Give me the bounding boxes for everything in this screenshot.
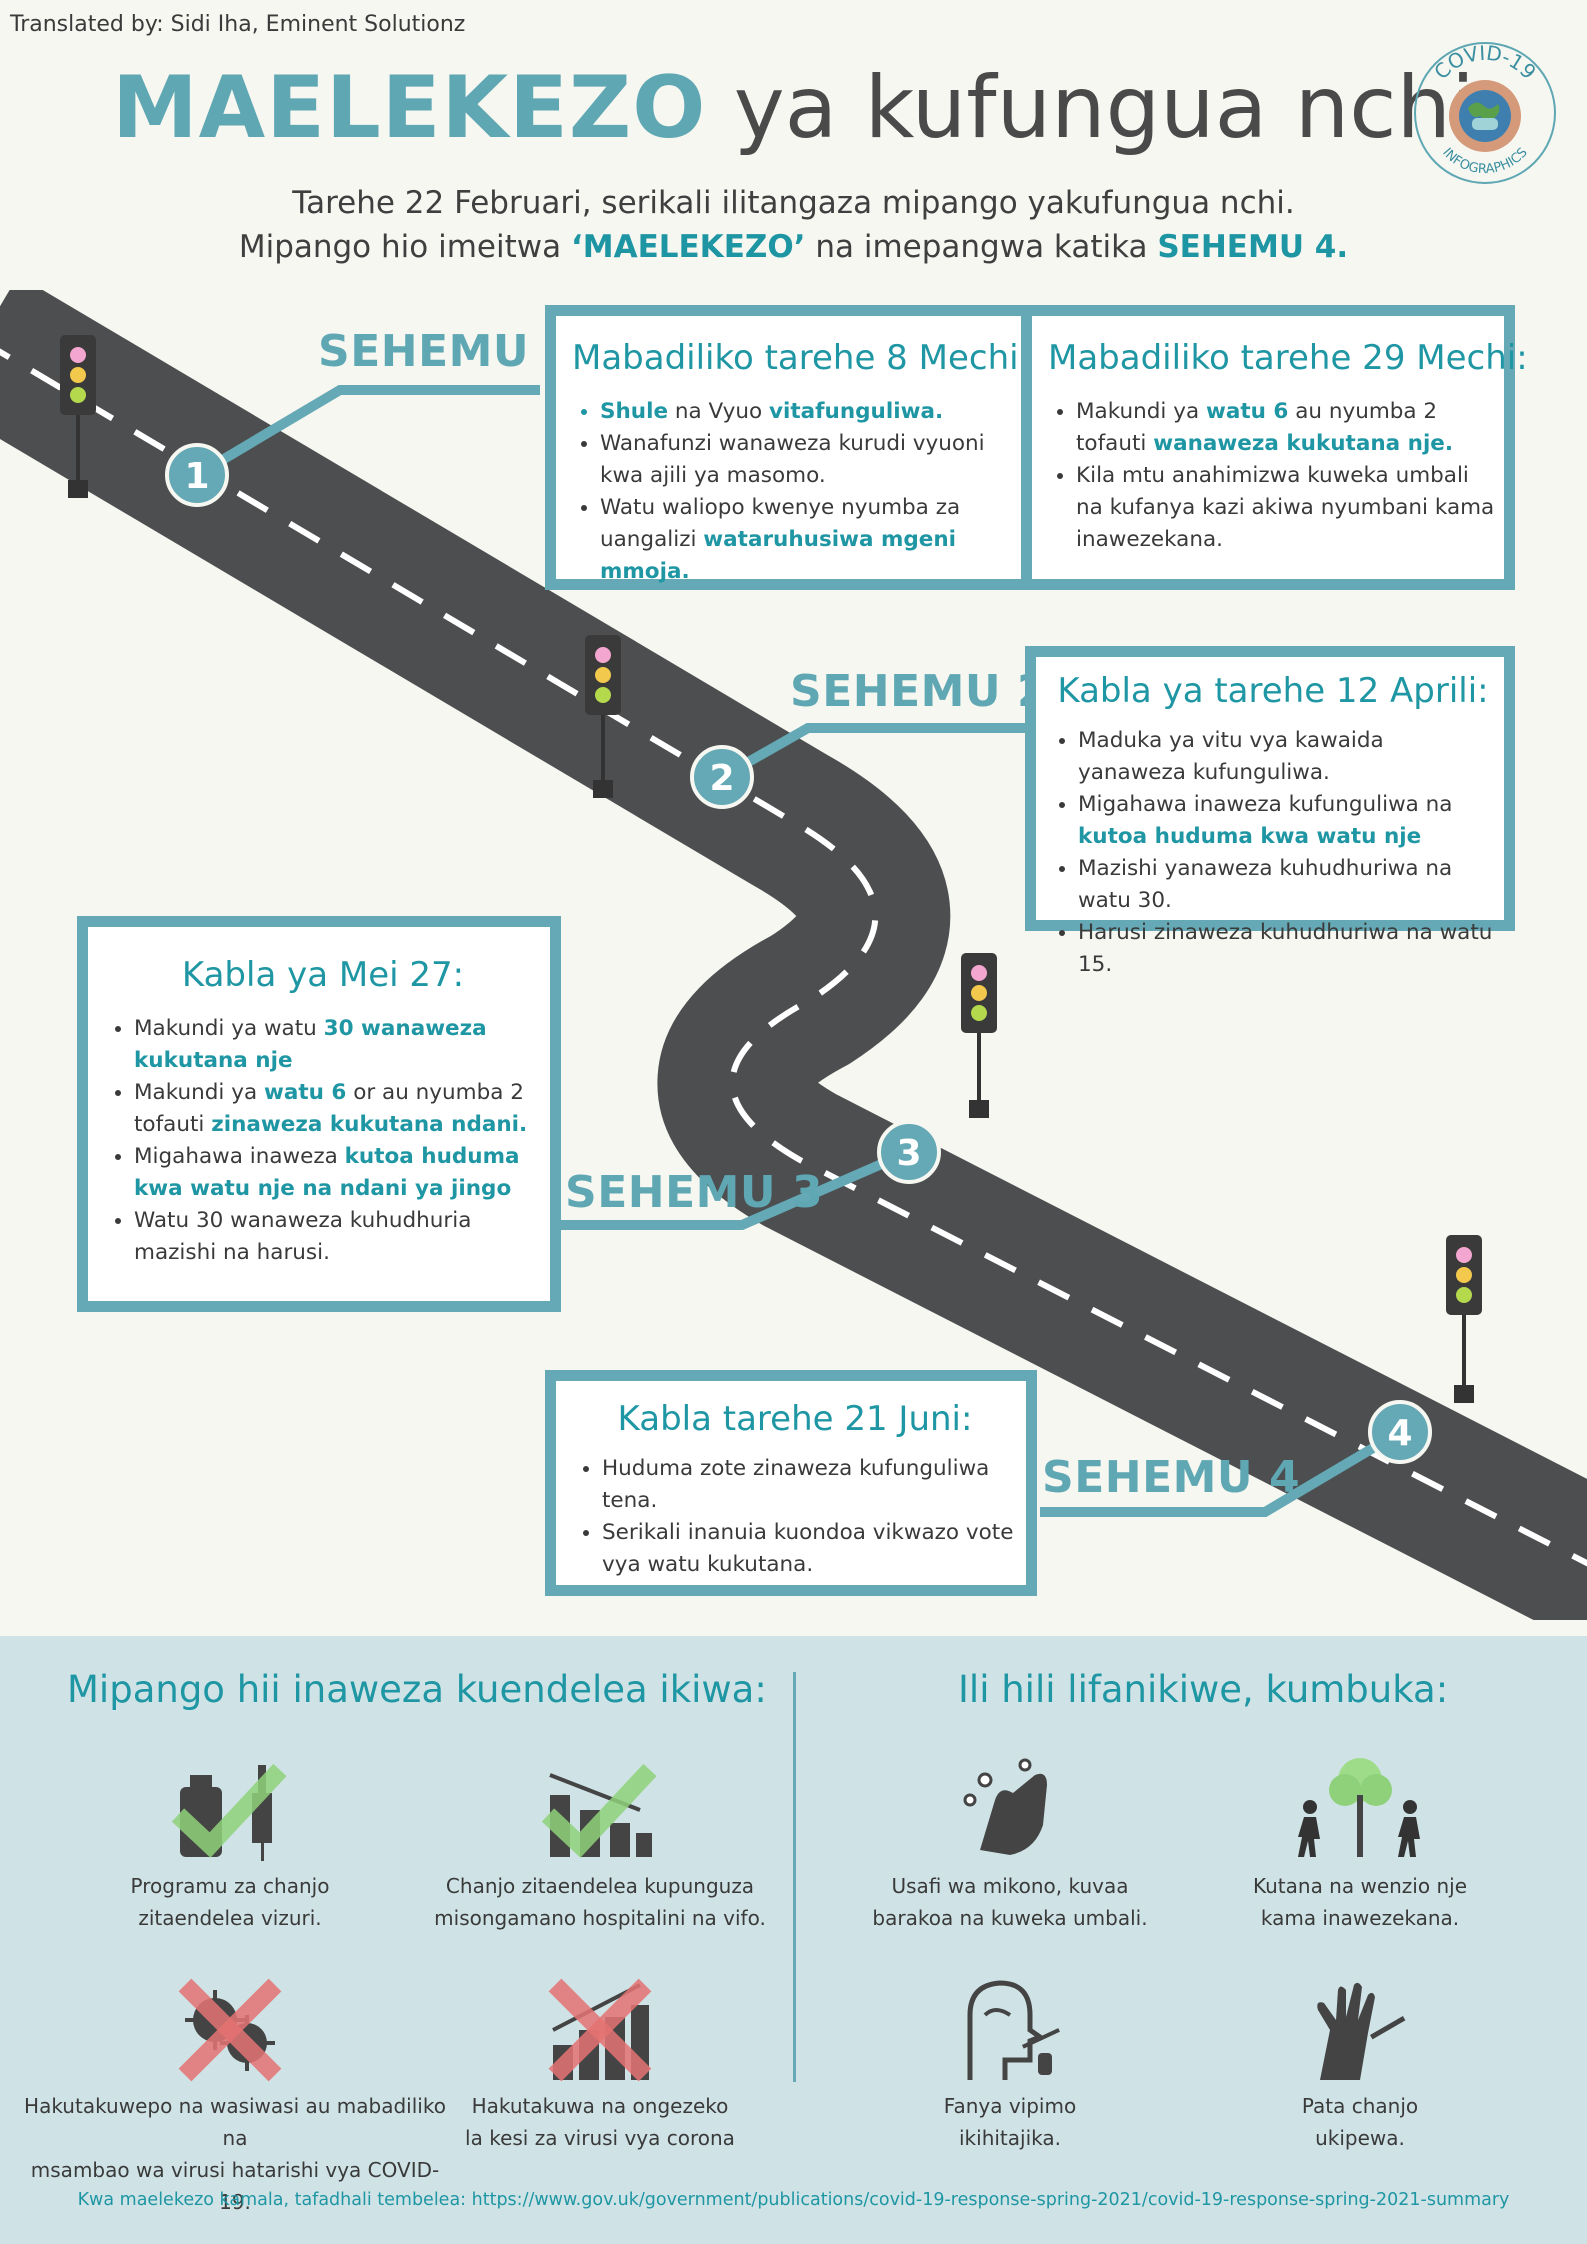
list-item: Watu waliopo kwenye nyumba za uangalizi … xyxy=(600,492,1013,588)
step-4-label: SEHEMU 4 xyxy=(1042,1452,1301,1503)
intro-line-2: Mipango hio imeitwa ‘MAELEKEZO’ na imepa… xyxy=(238,229,1349,265)
chart-down-check-icon xyxy=(541,1763,657,1858)
reminders-title: Ili hili lifanikiwe, kumbuka: xyxy=(958,1668,1449,1711)
traffic-light-icon xyxy=(1446,1235,1482,1403)
caption-6: Kutana na wenzio nje kama inawezekana. xyxy=(1253,1874,1467,1930)
divider xyxy=(793,1672,796,2082)
list-item: Maduka ya vitu vya kawaida yanaweza kufu… xyxy=(1078,725,1496,789)
step-1-label: SEHEMU 1 xyxy=(318,326,577,377)
list-item: Kila mtu anahimizwa kuweka umbali na kuf… xyxy=(1076,460,1496,556)
caption-2: Chanjo zitaendelea kupunguza misongamano … xyxy=(434,1874,766,1930)
step-4-number: 4 xyxy=(1387,1413,1412,1454)
list-item: Makundi ya watu 30 wanaweza kukutana nje xyxy=(134,1013,540,1077)
caption-3: Hakutakuwepo na wasiwasi au mabadiliko n… xyxy=(24,2094,446,2214)
list-item: Wanafunzi wanaweza kurudi vyuoni kwa aji… xyxy=(600,428,1013,492)
caption-4: Hakutakuwa na ongezeko la kesi za virusi … xyxy=(465,2094,735,2150)
box-title: Kabla ya tarehe 12 Aprili: xyxy=(1057,671,1489,711)
phase-1-march-29-box: Mabadiliko tarehe 29 Mechi: Makundi ya w… xyxy=(1021,305,1528,590)
vaccine-check-icon xyxy=(171,1763,287,1861)
vaccination-arm-icon xyxy=(1317,1982,1406,2080)
caption-5: Usafi wa mikono, kuvaa barakoa na kuweka … xyxy=(872,1874,1148,1930)
phase-3-may-box: Kabla ya Mei 27: Makundi ya watu 30 wana… xyxy=(77,916,561,1312)
title-rest: ya kufungua nchi xyxy=(733,58,1475,158)
washing-hands-icon xyxy=(963,1758,1047,1855)
list-item: Migahawa inaweza kutoa huduma kwa watu n… xyxy=(134,1141,540,1205)
list-item: Watu 30 wanaweza kuhudhuria mazishi na h… xyxy=(134,1205,540,1269)
covid-infographics-logo: COVID-19 INFOGRAPHICS xyxy=(1414,41,1556,184)
swab-test-icon xyxy=(967,1980,1060,2080)
step-3-number: 3 xyxy=(896,1133,921,1174)
list-item: Shule na Vyuo vitafunguliwa. xyxy=(600,396,1013,428)
list-item: Harusi zinaweza kuhudhuriwa na watu 15. xyxy=(1078,917,1496,981)
svg-text:COVID-19: COVID-19 xyxy=(1429,41,1541,84)
caption-8: Pata chanjo ukipewa. xyxy=(1301,2094,1419,2150)
translator-credit: Translated by: Sidi Iha, Eminent Solutio… xyxy=(10,12,466,37)
traffic-light-icon xyxy=(961,953,997,1118)
caption-1: Programu za chanjo zitaendelea vizuri. xyxy=(130,1874,330,1930)
conditions-title: Mipango hii inaweza kuendelea ikiwa: xyxy=(67,1668,767,1711)
footer-link[interactable]: Kwa maelekezo kamala, tafadhali tembelea… xyxy=(77,2190,1510,2210)
page-title: MAELEKEZO ya kufungua nchi xyxy=(0,58,1587,158)
box-title: Kabla ya Mei 27: xyxy=(181,955,465,995)
traffic-light-icon xyxy=(60,335,96,498)
step-1-number: 1 xyxy=(184,456,209,497)
phase-4-june-box: Kabla tarehe 21 Juni: Huduma zote zinawe… xyxy=(545,1370,1037,1596)
list-item: Makundi ya watu 6 or au nyumba 2 tofauti… xyxy=(134,1077,540,1141)
step-3-label: SEHEMU 3 xyxy=(565,1167,824,1218)
box-title: Kabla tarehe 21 Juni: xyxy=(617,1399,973,1439)
phase-2-april-box: Kabla ya tarehe 12 Aprili: Maduka ya vit… xyxy=(1025,646,1515,977)
title-highlight: MAELEKEZO xyxy=(112,58,707,158)
virus-cross-icon xyxy=(178,1978,282,2082)
list-item: Migahawa inaweza kufunguliwa na kutoa hu… xyxy=(1078,789,1496,853)
people-outdoors-icon xyxy=(1298,1758,1420,1857)
list-item: Huduma zote zinaweza kufunguliwa tena. xyxy=(602,1453,1016,1517)
box-title: Mabadiliko tarehe 8 Mechi: xyxy=(572,338,1031,378)
list-item: Mazishi yanaweza kuhudhuriwa na watu 30. xyxy=(1078,853,1496,917)
list-item: Serikali inanuia kuondoa vikwazo vote vy… xyxy=(602,1517,1016,1581)
traffic-light-icon xyxy=(585,635,621,798)
step-2-number: 2 xyxy=(709,758,734,799)
step-2-label: SEHEMU 2 xyxy=(790,666,1049,717)
road-illustration: 1 2 3 4 xyxy=(0,290,1587,1620)
intro-line-1: Tarehe 22 Februari, serikali ilitangaza … xyxy=(292,185,1295,221)
caption-7: Fanya vipimo ikihitajika. xyxy=(943,2094,1077,2150)
phase-1-march-8-box: Mabadiliko tarehe 8 Mechi: Shule na Vyuo… xyxy=(545,305,1032,590)
chart-up-cross-icon xyxy=(548,1978,652,2082)
box-title: Mabadiliko tarehe 29 Mechi: xyxy=(1048,338,1528,378)
list-item: Makundi ya watu 6 au nyumba 2 tofauti wa… xyxy=(1076,396,1496,460)
